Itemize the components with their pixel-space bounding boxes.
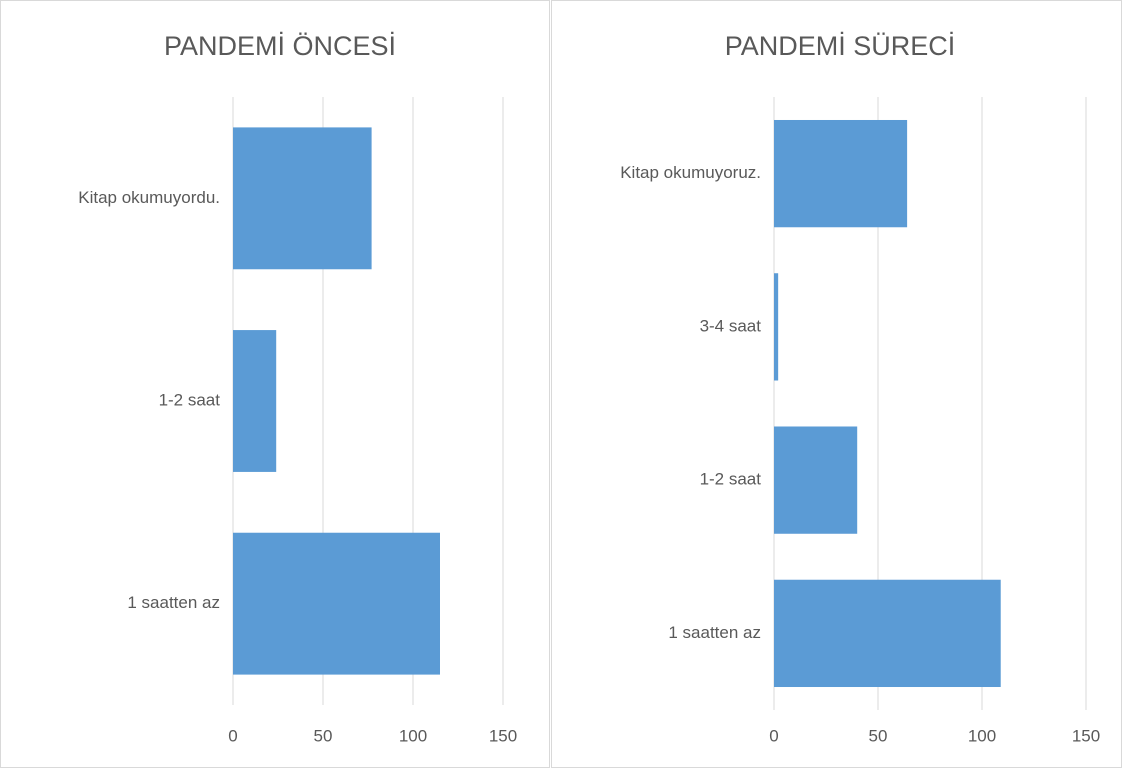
chart-title: PANDEMİ SÜRECİ [725, 30, 956, 61]
x-tick-label: 0 [228, 726, 237, 745]
x-tick-label: 100 [968, 726, 996, 745]
x-tick-label: 150 [489, 726, 517, 745]
bar [774, 426, 858, 534]
x-tick-label: 150 [1072, 726, 1100, 745]
y-tick-label: Kitap okumuyoruz. [620, 163, 761, 182]
y-tick-label: 1 saatten az [127, 593, 220, 612]
y-tick-label: 1 saatten az [668, 623, 761, 642]
bar [233, 127, 372, 270]
y-tick-label: Kitap okumuyordu. [78, 188, 220, 207]
x-tick-label: 50 [314, 726, 333, 745]
x-tick-label: 0 [769, 726, 778, 745]
chart-title: PANDEMİ ÖNCESİ [164, 30, 396, 61]
bar [774, 579, 1001, 688]
bar [774, 273, 779, 381]
x-tick-label: 100 [399, 726, 427, 745]
y-tick-label: 1-2 saat [700, 470, 762, 489]
bar [774, 119, 908, 228]
x-tick-label: 50 [869, 726, 888, 745]
y-tick-label: 1-2 saat [159, 390, 221, 409]
y-tick-label: 3-4 saat [700, 316, 762, 335]
bar [233, 532, 440, 675]
bar [233, 330, 277, 472]
